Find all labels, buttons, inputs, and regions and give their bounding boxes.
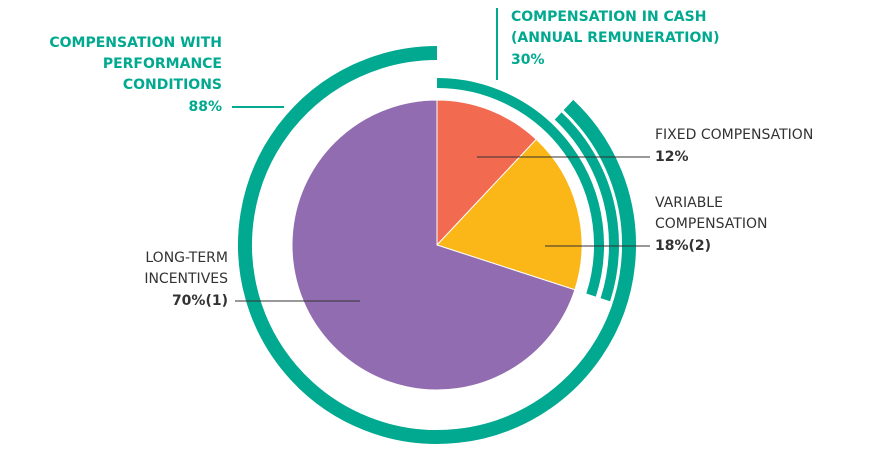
- ring-label: (ANNUAL REMUNERATION): [511, 30, 719, 46]
- ring-arc: [238, 46, 636, 444]
- ring-arc: [554, 112, 619, 302]
- ring-value-label: 30%: [511, 52, 545, 68]
- pie-slice: [291, 99, 576, 391]
- ring-label: COMPENSATION IN CASH: [511, 9, 706, 25]
- ring-label: COMPENSATION WITH: [49, 35, 222, 51]
- category-label: LONG-TERM: [145, 250, 228, 266]
- pie-slice: [436, 99, 537, 247]
- category-label: INCENTIVES: [144, 271, 228, 287]
- ring-label: PERFORMANCE: [103, 56, 222, 72]
- value-label: 18%(2): [655, 238, 711, 254]
- category-label: VARIABLE: [655, 195, 723, 211]
- value-label: 12%: [655, 149, 689, 165]
- category-label: COMPENSATION: [655, 216, 767, 232]
- ring-value-label: 88%: [188, 99, 222, 115]
- ring-arc: [436, 78, 604, 297]
- category-label: FIXED COMPENSATION: [655, 127, 813, 143]
- ring-label: CONDITIONS: [123, 77, 222, 93]
- value-label: 70%(1): [172, 293, 228, 309]
- pie-slice: [436, 138, 583, 291]
